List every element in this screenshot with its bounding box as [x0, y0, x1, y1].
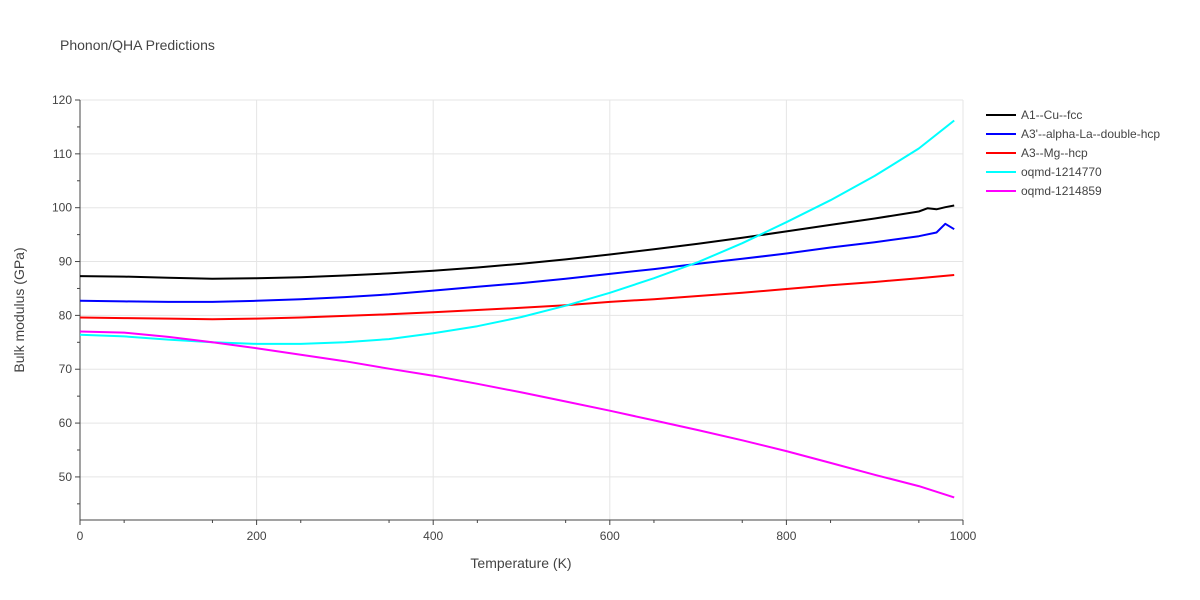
grid-layer [79, 99, 964, 520]
legend-label: A1--Cu--fcc [1021, 108, 1082, 122]
legend-label: A3--Mg--hcp [1021, 146, 1088, 160]
series-line[interactable] [79, 119, 955, 345]
series-line[interactable] [79, 222, 955, 303]
series-line[interactable] [79, 330, 955, 499]
y-tick-label: 110 [53, 147, 72, 161]
x-tick-label: 800 [776, 529, 796, 543]
legend-item[interactable]: oqmd-1214770 [986, 165, 1102, 179]
chart-title: Phonon/QHA Predictions [60, 37, 215, 53]
y-tick-label: 100 [52, 201, 72, 215]
legend[interactable]: A1--Cu--fcc A3'--alpha-La--double-hcp A3--… [986, 108, 1160, 198]
y-axis-title: Bulk modulus (GPa) [11, 247, 27, 372]
legend-item[interactable]: A3'--alpha-La--double-hcp [986, 127, 1160, 141]
x-axis-title: Temperature (K) [470, 555, 571, 571]
y-tick-label: 60 [59, 416, 73, 430]
y-tick-label: 80 [59, 308, 73, 322]
series-line[interactable] [79, 204, 955, 280]
x-tick-label: 1000 [950, 529, 977, 543]
x-tick-label: 0 [77, 529, 84, 543]
y-tick-label: 50 [59, 470, 73, 484]
legend-item[interactable]: A3--Mg--hcp [986, 146, 1088, 160]
y-tick-label: 90 [59, 255, 73, 269]
x-tick-label: 200 [247, 529, 267, 543]
series-layer [79, 119, 955, 499]
y-tick-label: 70 [59, 362, 73, 376]
legend-item[interactable]: oqmd-1214859 [986, 184, 1102, 198]
y-tick-label: 120 [52, 93, 72, 107]
legend-label: oqmd-1214859 [1021, 184, 1102, 198]
legend-item[interactable]: A1--Cu--fcc [986, 108, 1082, 122]
legend-label: oqmd-1214770 [1021, 165, 1102, 179]
legend-label: A3'--alpha-La--double-hcp [1021, 127, 1160, 141]
axes-layer: 0 200 400 600 800 1000 50 60 70 80 90 100 110 120 [52, 93, 977, 543]
x-tick-label: 600 [600, 529, 620, 543]
x-tick-label: 400 [423, 529, 443, 543]
series-line[interactable] [79, 274, 955, 321]
